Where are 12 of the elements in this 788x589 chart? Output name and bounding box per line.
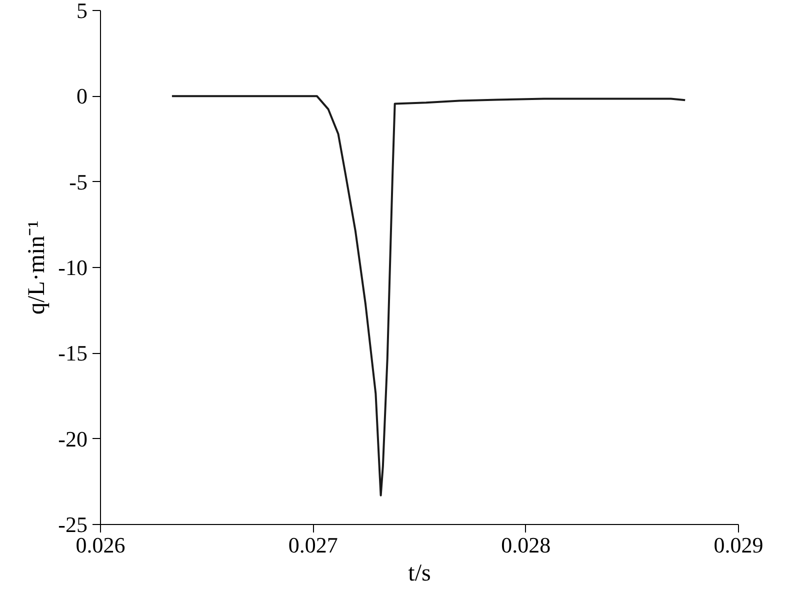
y-tick-label: -15 (58, 340, 88, 366)
x-tick-label: 0.029 (714, 532, 764, 558)
x-tick-label: 0.028 (501, 532, 551, 558)
y-axis-title: q/L·min⁻¹ (24, 220, 50, 314)
x-tick-label: 0.027 (288, 532, 338, 558)
y-tick-label: 0 (76, 84, 88, 109)
y-tick-label: 5 (76, 0, 88, 23)
y-tick-label: -20 (58, 426, 88, 452)
x-axis-title: t/s (408, 560, 431, 586)
line-series (170, 95, 686, 496)
y-tick-label: -5 (69, 169, 88, 194)
y-tick-label: -10 (58, 255, 88, 280)
